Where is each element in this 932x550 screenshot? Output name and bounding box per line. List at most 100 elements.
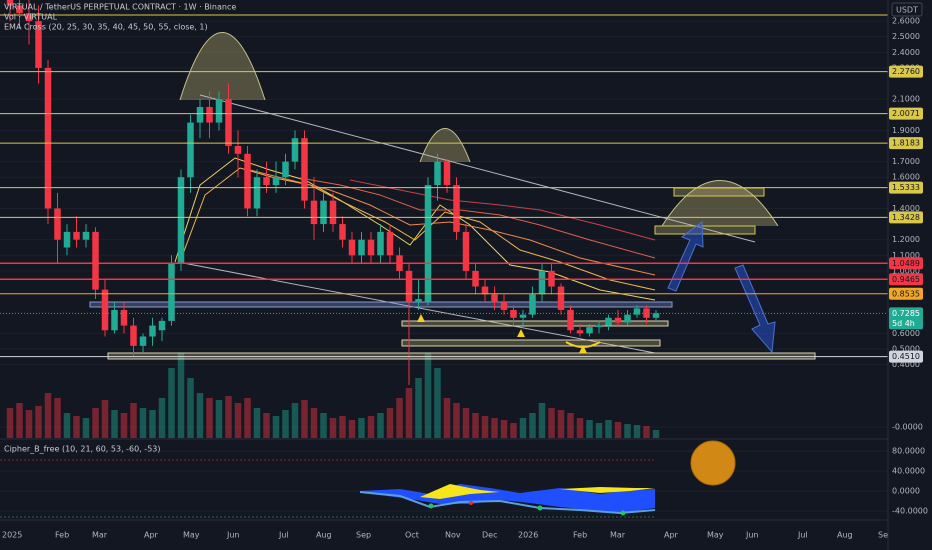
level-label: 2.2760 <box>892 67 920 76</box>
volume-bar <box>481 416 489 438</box>
volume-bar <box>358 418 365 438</box>
level-label: 1.5333 <box>892 183 920 192</box>
level-label: 1.3428 <box>892 213 920 222</box>
candle-body <box>633 308 641 315</box>
y-tick-label: -40.0000 <box>892 507 928 516</box>
candle-body <box>538 270 546 295</box>
currency-box <box>891 2 923 17</box>
y-tick-label: 0.0000 <box>892 487 920 496</box>
volume-bar <box>586 420 593 438</box>
candle-body <box>500 302 508 310</box>
candle-body <box>291 138 299 162</box>
marker <box>579 345 587 353</box>
volume-bar <box>415 378 422 438</box>
volume-bar <box>301 400 308 438</box>
volume-bar <box>158 398 166 438</box>
candle-body <box>168 263 175 321</box>
volume-bar <box>187 378 194 438</box>
level-label-box <box>889 181 923 194</box>
volume-bar <box>348 420 356 438</box>
volume-bar <box>443 398 451 438</box>
circle <box>690 440 736 486</box>
volume-bar <box>101 400 109 438</box>
candle-body <box>54 208 61 240</box>
oscillator-title: Cipher_B_free (10, 21, 60, 53, -60, -53) <box>4 445 161 454</box>
candle-body <box>443 161 451 186</box>
volume-bar <box>633 425 641 438</box>
ema <box>174 157 656 301</box>
volume-bar <box>16 403 23 438</box>
candle-body <box>63 231 71 248</box>
candle-body <box>510 309 517 318</box>
arc <box>661 180 779 227</box>
level-label: 0.8535 <box>892 289 920 298</box>
candle-body <box>567 309 574 331</box>
x-tick-label: Sep <box>356 531 371 540</box>
y-tick-label: 80.0000 <box>892 447 925 456</box>
zone <box>401 320 669 327</box>
candle-body <box>358 239 365 256</box>
volume-bar <box>253 408 261 438</box>
candle-body <box>196 106 204 123</box>
level-label: 2.0071 <box>892 109 920 118</box>
volume-bar <box>652 430 660 438</box>
volume <box>6 353 660 438</box>
candle-body <box>92 231 99 290</box>
volume-bar <box>244 398 251 438</box>
x-tick-label: Jul <box>797 531 808 540</box>
candle-body <box>519 314 527 318</box>
zone <box>401 339 661 347</box>
volume-bar <box>282 410 289 438</box>
x-tick-label: Jul <box>278 531 289 540</box>
chart-title: VIRTUAL / TetherUS PERPETUAL CONTRACT · … <box>4 3 236 12</box>
volume-bar <box>215 400 223 438</box>
candle-body <box>367 239 375 256</box>
volume-bar <box>396 398 403 438</box>
volume-bar <box>538 403 546 438</box>
x-tick-label: Nov <box>445 531 461 540</box>
y-tick-label: 2.6000 <box>892 17 920 26</box>
zone <box>673 187 765 197</box>
volume-bar <box>225 396 232 438</box>
wave-line <box>359 491 656 515</box>
grid <box>0 20 888 512</box>
level-label-box <box>889 287 923 300</box>
volume-bar <box>177 353 185 438</box>
x-tick-label: Aug <box>837 531 853 540</box>
volume-bar <box>614 422 622 438</box>
candle-body <box>386 231 394 256</box>
x-tick-label: Aug <box>316 531 332 540</box>
y-tick-label: 1.0000 <box>892 266 920 275</box>
level-label-box <box>889 350 923 363</box>
candle-body <box>614 317 622 323</box>
x-tick-label: Jun <box>745 531 759 540</box>
candle-body <box>301 138 308 201</box>
volume-bar <box>139 408 147 438</box>
volume-bar <box>643 426 650 438</box>
y-tick-label: 1.4000 <box>892 204 920 213</box>
x-tick-label: 2026 <box>518 531 538 540</box>
candle-body <box>377 231 384 256</box>
y-tick-label: 0.6000 <box>892 329 920 338</box>
candle-body <box>320 200 327 225</box>
volume-bar <box>44 393 52 438</box>
level-label-box <box>889 257 923 270</box>
candle-body <box>149 325 156 337</box>
volume-bar <box>291 403 299 438</box>
volume-bar <box>168 368 175 438</box>
arc <box>419 128 471 163</box>
volume-bar <box>111 410 118 438</box>
volume-bar <box>82 418 90 438</box>
volume-bar <box>491 418 498 438</box>
volume-bar <box>130 403 137 438</box>
candle-body <box>139 336 147 346</box>
candle-body <box>101 289 109 331</box>
volume-bar <box>329 418 337 438</box>
candle-body <box>244 153 251 209</box>
volume-bar <box>519 418 527 438</box>
volume-bar <box>595 423 603 438</box>
x-tick-label: May <box>707 531 724 540</box>
volume-bar <box>472 413 479 438</box>
ema <box>349 179 656 241</box>
level-label-box <box>889 65 923 78</box>
